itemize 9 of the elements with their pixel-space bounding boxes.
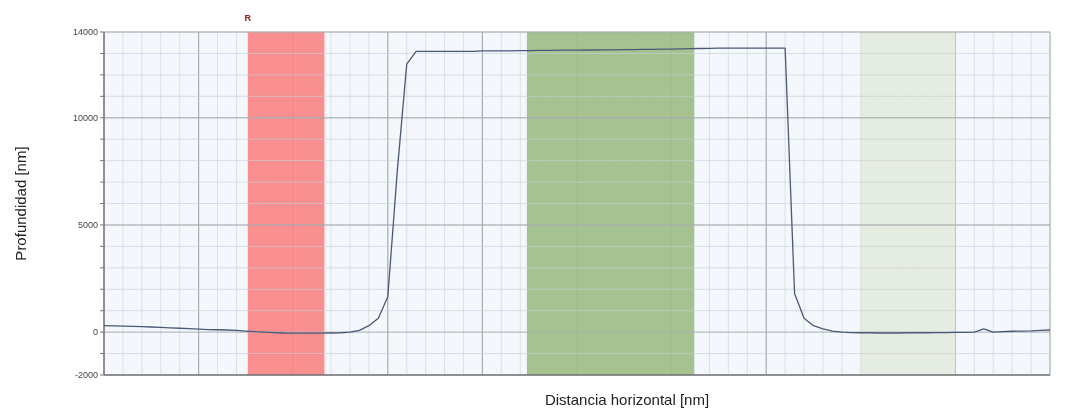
y-tick-label: -2000: [74, 370, 98, 381]
text: R: [244, 13, 252, 23]
y-axis-title: Profundidad [nm]: [12, 146, 29, 261]
y-tick-label: 14000: [72, 27, 98, 38]
y-tick-label: 0: [92, 327, 98, 338]
line-series: [103, 47, 1051, 334]
x-axis-title: Distancia horizontal [nm]: [544, 391, 710, 408]
y-tick-label: 10000: [72, 112, 98, 123]
y-tick-label: 5000: [77, 220, 98, 231]
